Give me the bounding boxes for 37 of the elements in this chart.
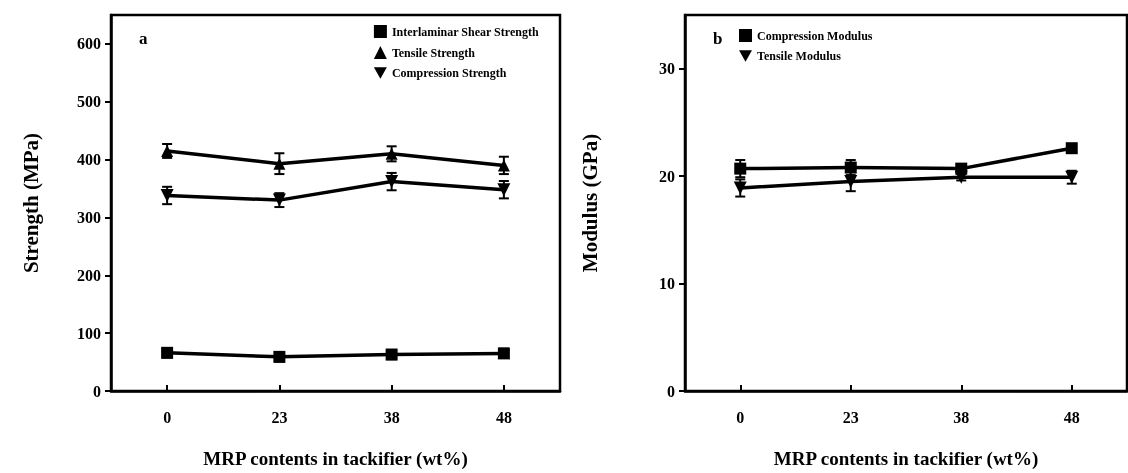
y-tick-label: 200 [77, 266, 101, 284]
x-tick-label: 23 [842, 408, 859, 426]
x-tick-label: 38 [383, 408, 400, 426]
y-tick-label: 20 [659, 167, 675, 185]
legend-label: Compression Strength [391, 66, 507, 80]
x-axis-title: MRP contents in tackifier (wt%) [773, 448, 1039, 470]
x-tick-label: 0 [163, 408, 172, 426]
point [844, 175, 858, 189]
x-tick-label: 38 [953, 408, 970, 426]
x-tick-label: 48 [495, 408, 512, 426]
y-axis-title: Modulus (GPa) [577, 133, 602, 273]
y-tick-label: 600 [77, 35, 101, 53]
point [160, 188, 174, 202]
y-axis-title: Strength (MPa) [18, 132, 43, 274]
point [385, 175, 399, 189]
y-tick-label: 30 [659, 60, 675, 78]
x-tick-label: 48 [1063, 408, 1080, 426]
annotation: b [713, 29, 723, 48]
annotation: a [139, 29, 148, 48]
legend-label: Tensile Modulus [757, 49, 842, 63]
x-tick-label: 23 [271, 408, 288, 426]
y-tick-label: 300 [77, 208, 101, 226]
x-axis-title: MRP contents in tackifier (wt%) [203, 448, 468, 470]
point [734, 162, 747, 175]
x-tick-label: 0 [736, 408, 745, 426]
y-tick-label: 0 [667, 382, 675, 400]
y-tick-label: 100 [77, 324, 101, 342]
point [273, 157, 286, 170]
point [497, 159, 510, 172]
y-tick-label: 10 [659, 275, 675, 293]
point [1065, 142, 1078, 155]
legend-label: Tensile Strength [391, 45, 476, 60]
legend-label: Compression Modulus [757, 28, 873, 43]
y-tick-label: 0 [93, 382, 101, 400]
y-tick-label: 500 [77, 93, 101, 111]
y-tick-label: 400 [77, 151, 101, 169]
legend-label: Interlaminar Shear Strength [391, 24, 539, 39]
